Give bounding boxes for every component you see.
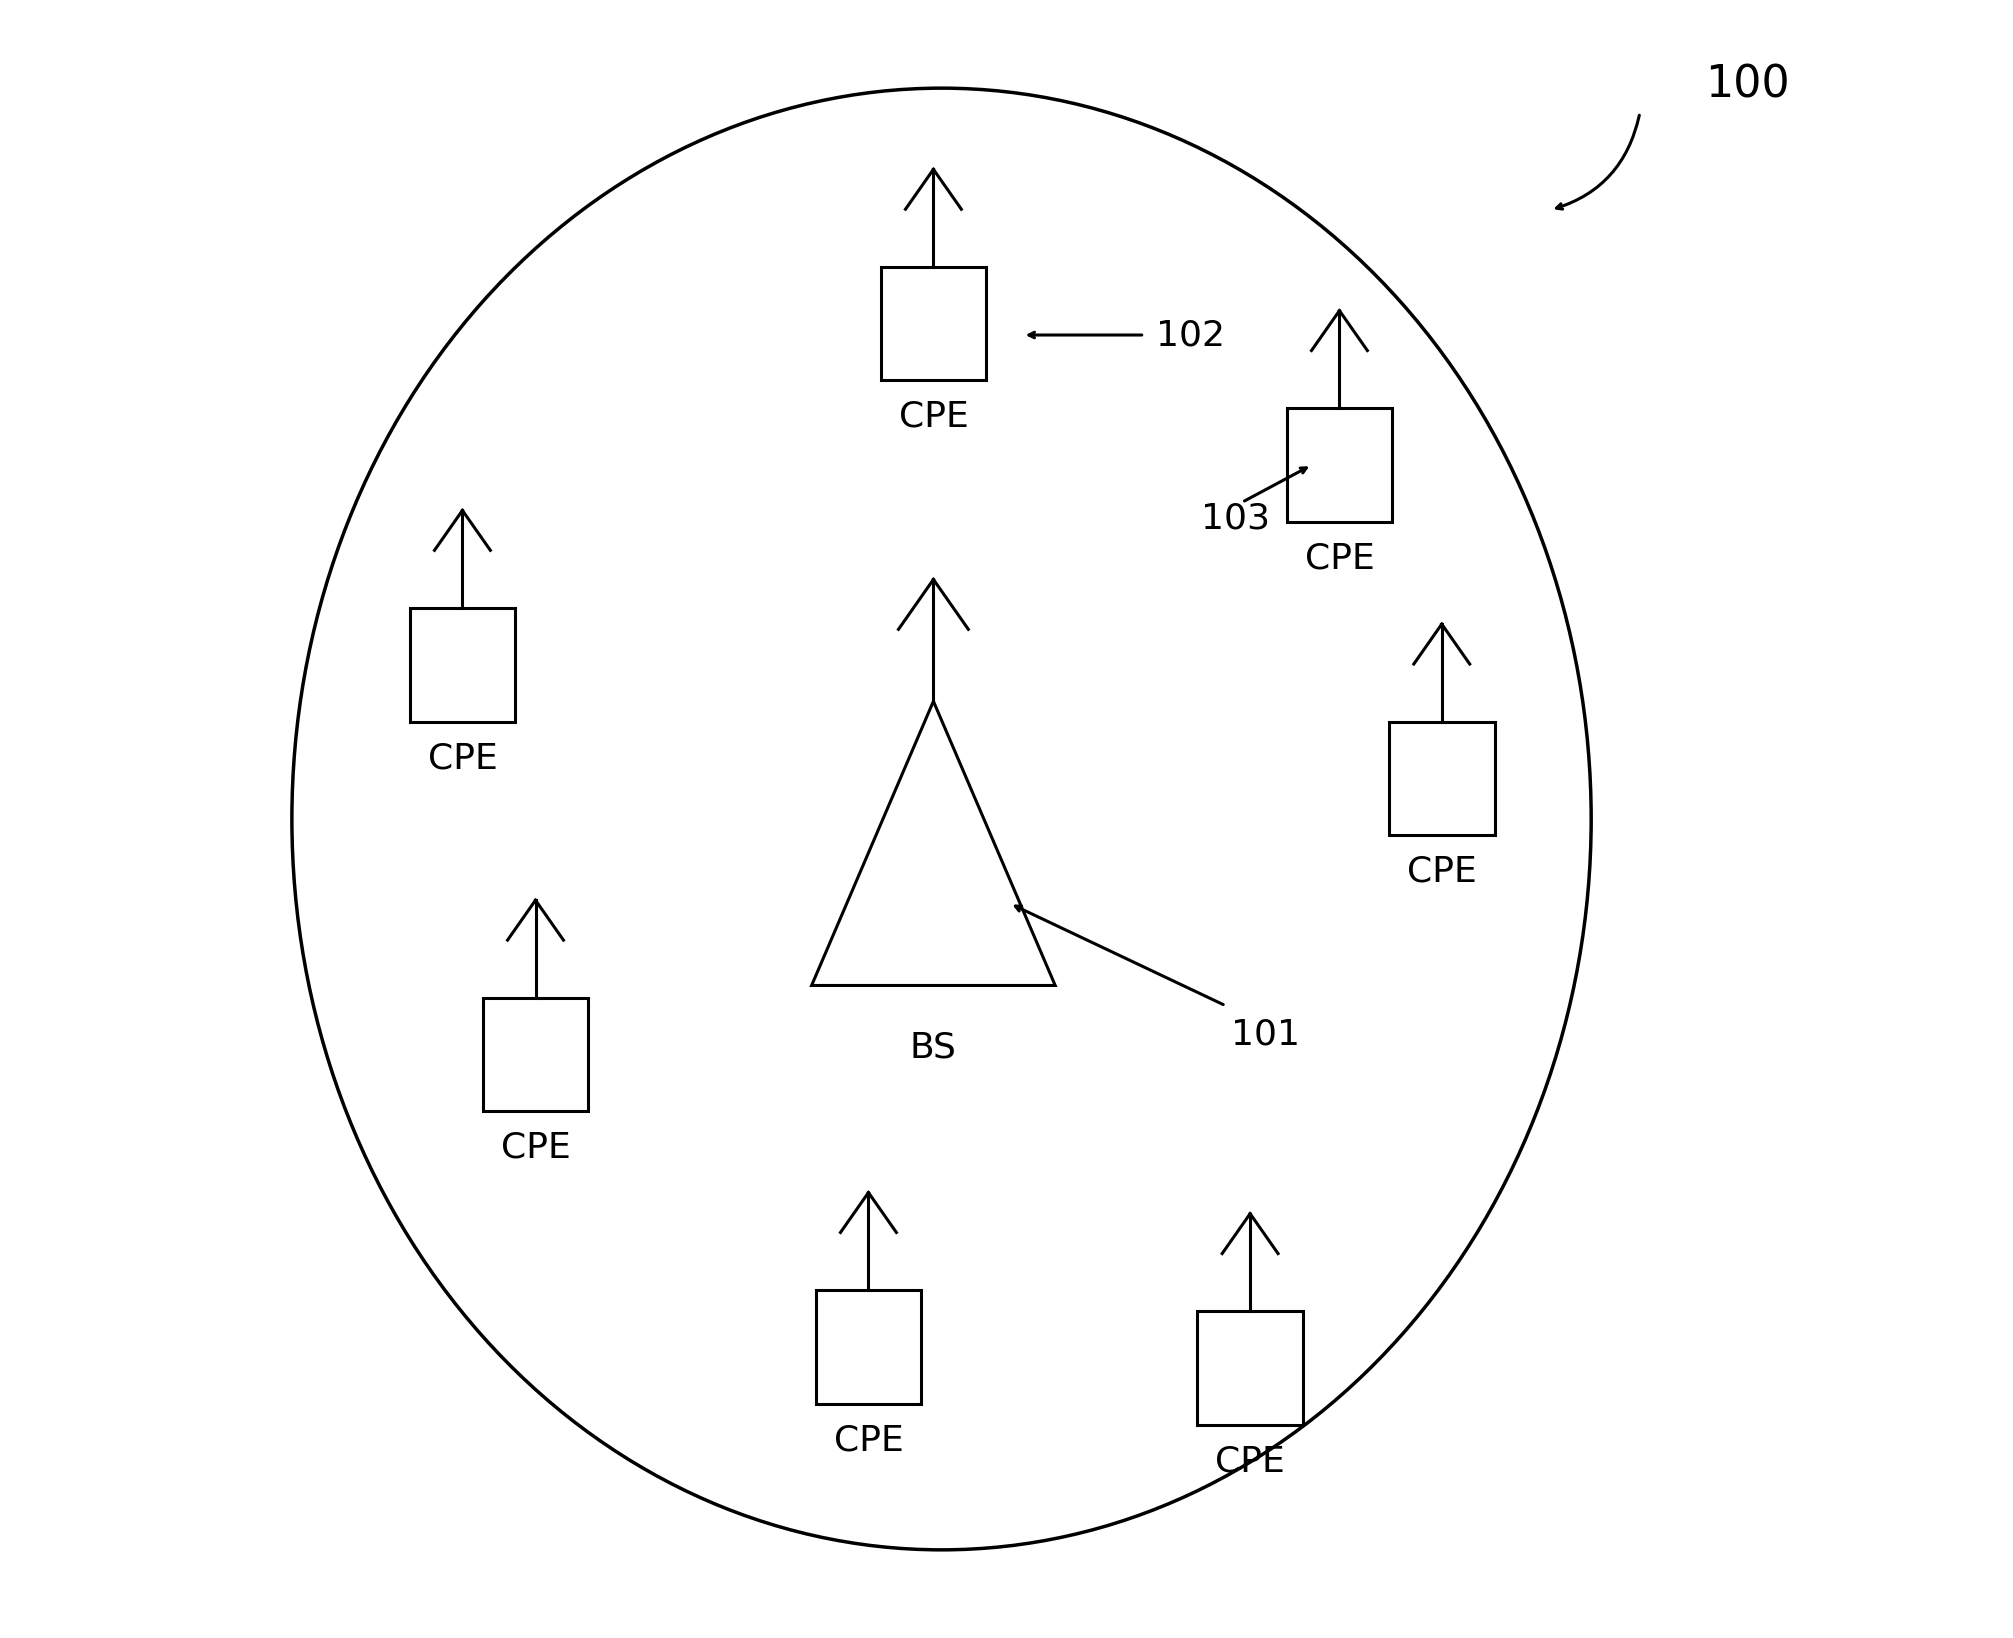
Text: CPE: CPE bbox=[833, 1423, 904, 1458]
Text: CPE: CPE bbox=[1304, 541, 1375, 575]
Text: BS: BS bbox=[910, 1030, 956, 1065]
Text: CPE: CPE bbox=[898, 400, 968, 434]
Text: 100: 100 bbox=[1705, 64, 1790, 106]
Bar bbox=[483, 998, 588, 1111]
Bar bbox=[1286, 408, 1393, 523]
Text: CPE: CPE bbox=[427, 740, 497, 775]
Text: 102: 102 bbox=[1155, 318, 1226, 352]
Text: 103: 103 bbox=[1202, 501, 1270, 536]
Bar bbox=[1198, 1310, 1302, 1425]
Text: CPE: CPE bbox=[501, 1130, 570, 1165]
Bar bbox=[880, 267, 986, 380]
Text: CPE: CPE bbox=[1216, 1445, 1284, 1477]
Bar bbox=[815, 1291, 922, 1404]
Text: CPE: CPE bbox=[1407, 855, 1478, 889]
Bar bbox=[409, 608, 515, 722]
Bar bbox=[1389, 722, 1494, 835]
Text: 101: 101 bbox=[1230, 1017, 1300, 1052]
